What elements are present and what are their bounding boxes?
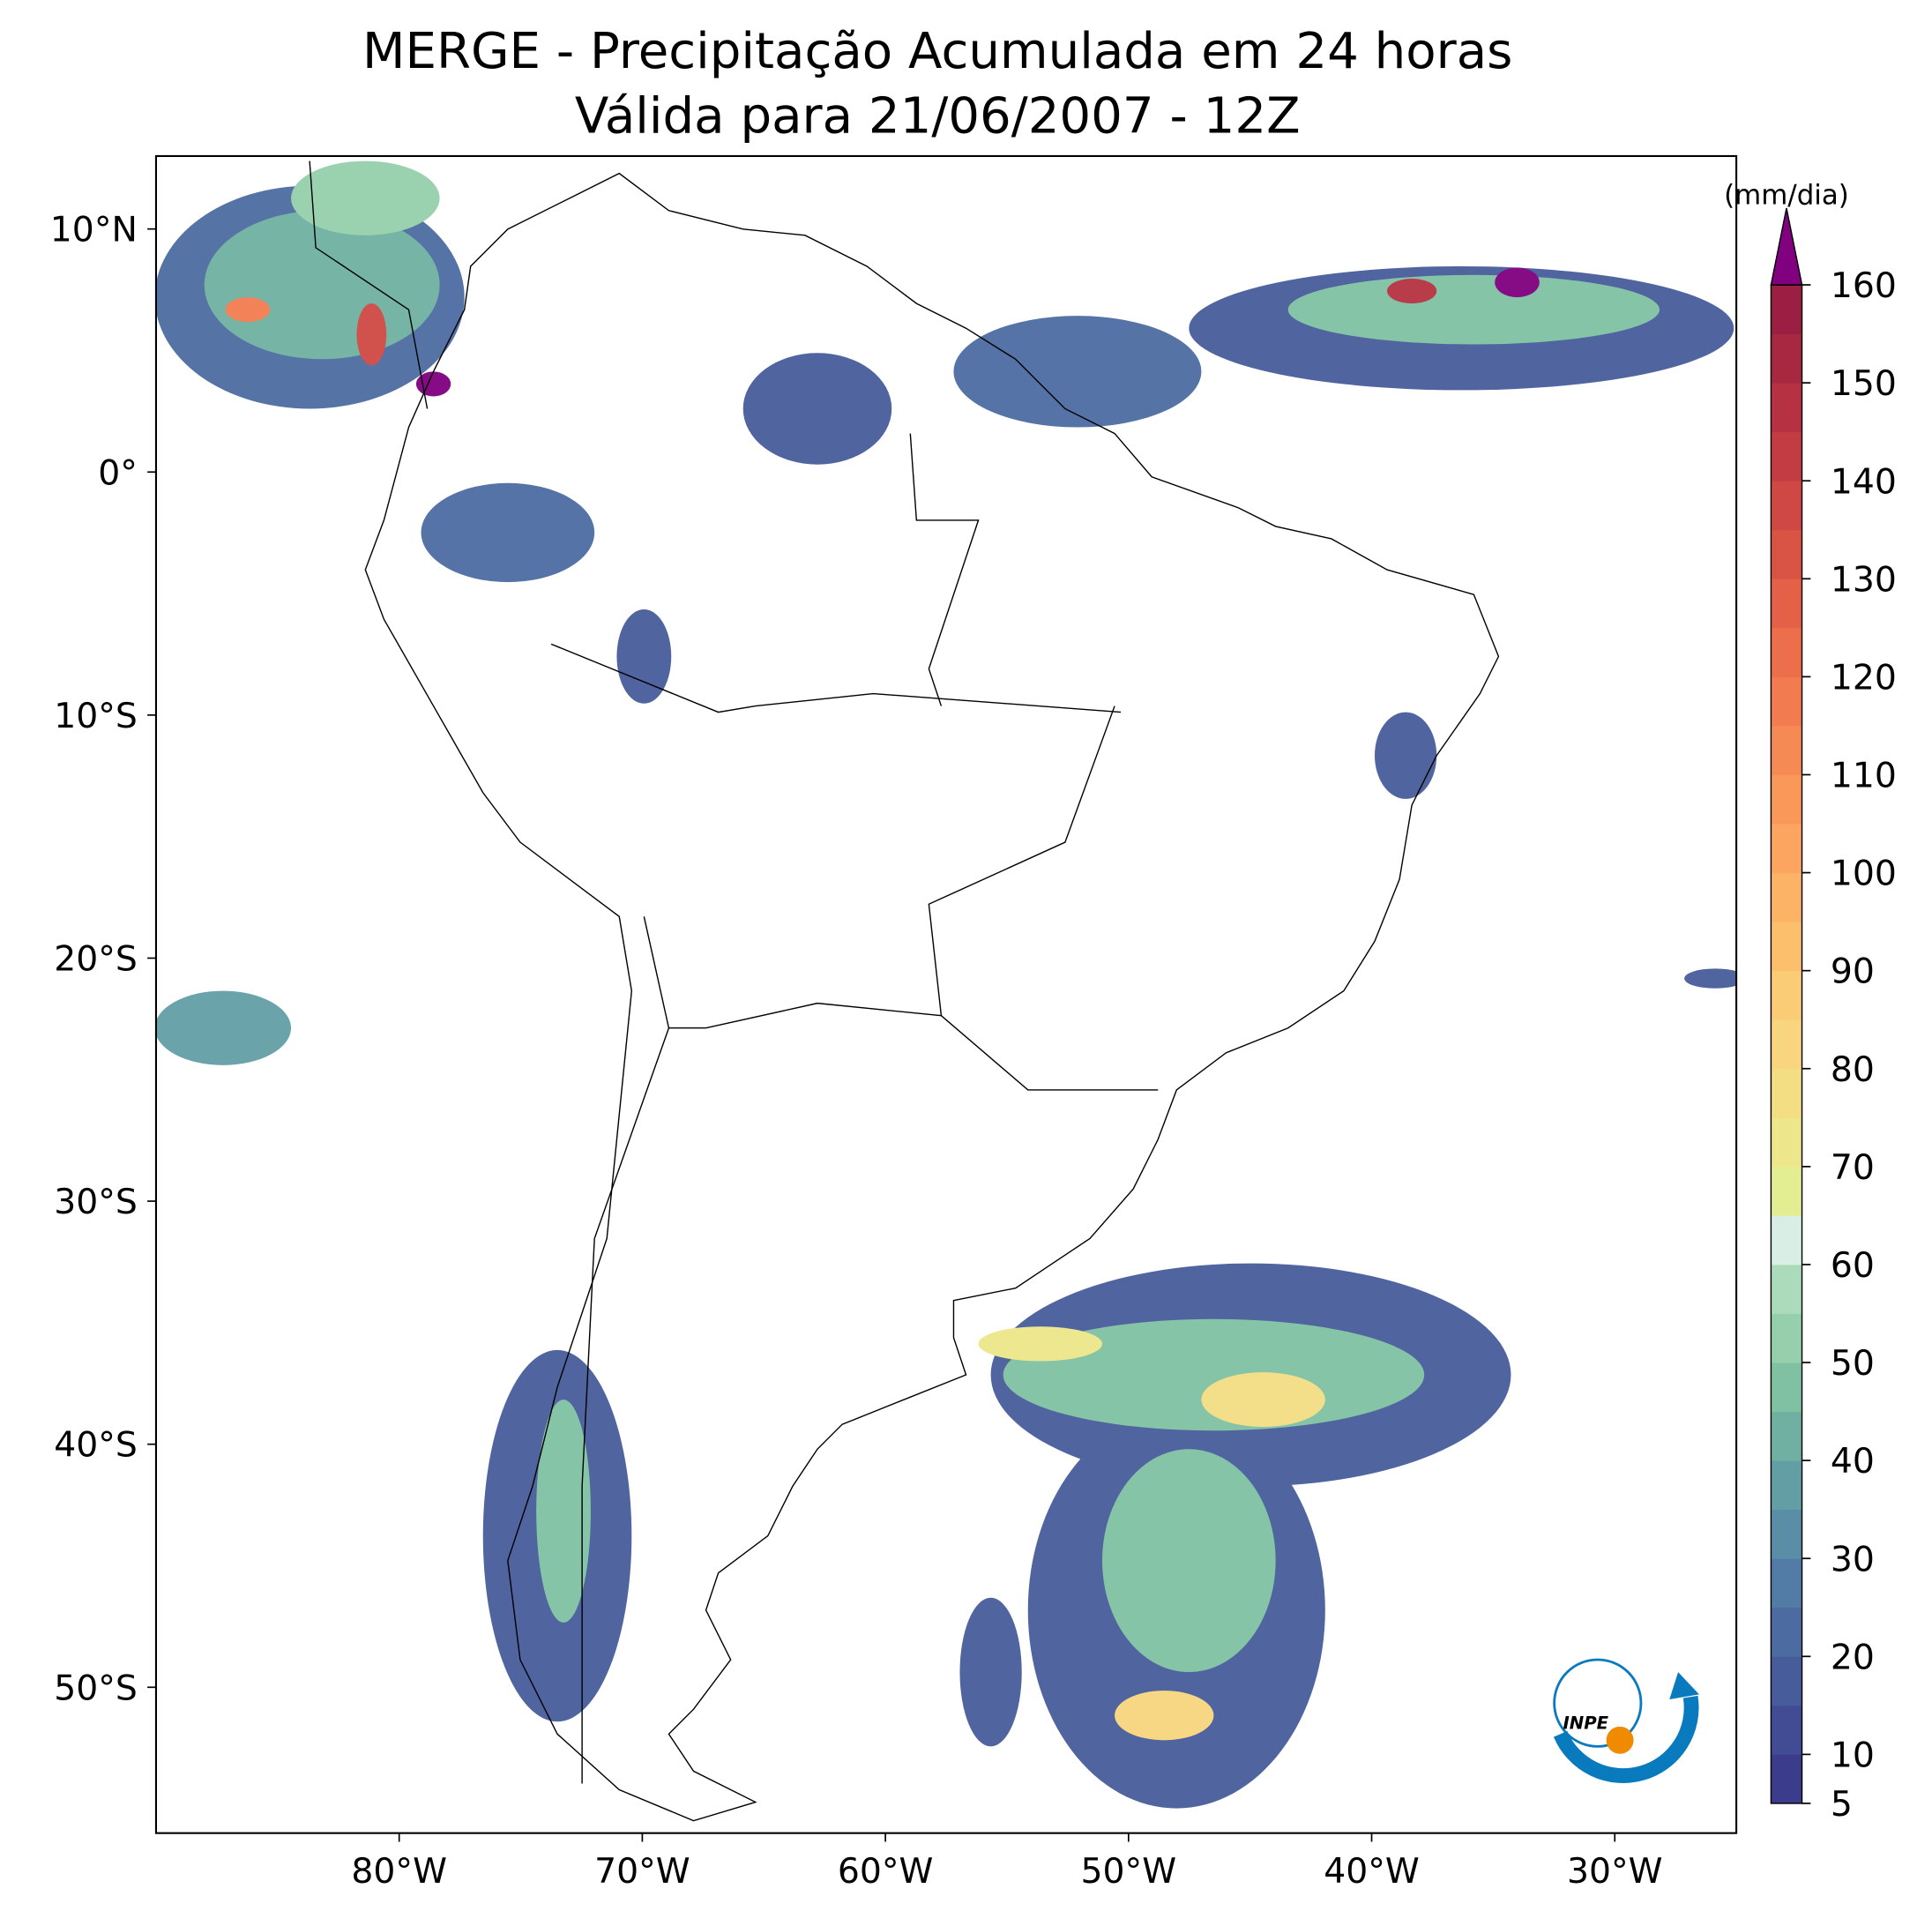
colorbar-tick-label: 70 xyxy=(1831,1148,1875,1188)
y-tick-label: 0° xyxy=(98,453,138,493)
colorbar-segment xyxy=(1771,1019,1802,1070)
y-tick-label: 20°S xyxy=(54,940,138,980)
coastline xyxy=(309,160,1500,1822)
y-tick-label: 10°N xyxy=(50,211,138,250)
colorbar-segment xyxy=(1771,333,1802,384)
map-area xyxy=(155,160,1737,1822)
x-tick-label: 30°W xyxy=(1567,1852,1663,1892)
colorbar-segment xyxy=(1771,480,1802,531)
x-tick-label: 70°W xyxy=(594,1852,690,1892)
colorbar-segment xyxy=(1771,774,1802,825)
y-tick-label: 30°S xyxy=(54,1183,138,1222)
x-tick-label: 50°W xyxy=(1081,1852,1177,1892)
colorbar-tick-label: 150 xyxy=(1831,364,1897,404)
colorbar-segment xyxy=(1771,431,1802,481)
colorbar-segment xyxy=(1771,872,1802,922)
colorbar-segment xyxy=(1771,676,1802,727)
colorbar-segment xyxy=(1771,1411,1802,1461)
colorbar-segment xyxy=(1771,1459,1802,1511)
y-tick-label: 40°S xyxy=(54,1426,138,1466)
colorbar-segment xyxy=(1771,1362,1802,1413)
colorbar-segment xyxy=(1771,1116,1802,1168)
title: MERGE - Precipitação Acumulada em 24 hor… xyxy=(362,23,1512,80)
colorbar-segment xyxy=(1771,970,1802,1020)
colorbar-tick-label: 100 xyxy=(1831,855,1897,894)
colorbar-segment xyxy=(1771,1607,1802,1657)
colorbar-segment xyxy=(1771,1509,1802,1559)
colorbar-segment xyxy=(1771,1068,1802,1118)
x-tick-label: 80°W xyxy=(351,1852,447,1892)
colorbar-segment xyxy=(1771,921,1802,972)
y-tick-label: 10°S xyxy=(54,697,138,736)
colorbar-frame xyxy=(1770,284,1803,1804)
colorbar-tick-label: 5 xyxy=(1831,1785,1853,1825)
colorbar-tick-label: 90 xyxy=(1831,952,1875,992)
colorbar-segment xyxy=(1771,578,1802,629)
y-tick-label: 50°S xyxy=(54,1668,138,1708)
colorbar-tick-label: 120 xyxy=(1831,658,1897,698)
colorbar-tick-label: 30 xyxy=(1831,1540,1875,1579)
subtitle: Válida para 21/06/2007 - 12Z xyxy=(575,87,1301,145)
colorbar-segment xyxy=(1771,1655,1802,1706)
colorbar-segment xyxy=(1771,1214,1802,1265)
colorbar-segment xyxy=(1771,1557,1802,1609)
colorbar-tick-label: 40 xyxy=(1831,1442,1875,1482)
colorbar-segment xyxy=(1771,1705,1802,1755)
colorbar-label: (mm/dia) xyxy=(1724,180,1849,212)
colorbar-segment xyxy=(1771,823,1802,874)
colorbar-segment xyxy=(1771,1166,1802,1216)
colorbar-segment xyxy=(1771,1264,1802,1314)
colorbar-tick-label: 140 xyxy=(1831,462,1897,502)
colorbar-segment xyxy=(1771,1313,1802,1363)
colorbar-tick-label: 130 xyxy=(1831,560,1897,600)
colorbar: 5 10 20 30 40 50 60 70 80 90 100 110 120 130 140 150 160… xyxy=(1724,180,1897,1825)
colorbar-segment xyxy=(1771,529,1802,579)
inpe-logo: INPE xyxy=(1553,1658,1699,1783)
colorbar-tick-label: 50 xyxy=(1831,1344,1875,1384)
colorbar-segment xyxy=(1771,382,1802,433)
colorbar-segment xyxy=(1771,627,1802,677)
colorbar-tick-label: 80 xyxy=(1831,1050,1875,1090)
figure-root: MERGE - Precipitação Acumulada em 24 hor… xyxy=(50,23,1897,1892)
x-tick-label: 60°W xyxy=(838,1852,934,1892)
colorbar-tick-label: 160 xyxy=(1831,266,1897,306)
colorbar-tick-label: 20 xyxy=(1831,1638,1875,1677)
colorbar-tick-label: 10 xyxy=(1831,1736,1875,1775)
x-tick-label: 40°W xyxy=(1324,1852,1420,1892)
colorbar-tick-label: 60 xyxy=(1831,1246,1875,1286)
map-frame xyxy=(154,154,1738,1834)
colorbar-segment xyxy=(1771,284,1802,335)
colorbar-extension xyxy=(1770,207,1803,286)
colorbar-segment xyxy=(1771,1753,1802,1804)
precipitation-field xyxy=(155,160,1737,1809)
svg-text:INPE: INPE xyxy=(1563,1713,1608,1734)
colorbar-tick-label: 110 xyxy=(1831,757,1897,796)
colorbar-segment xyxy=(1771,725,1802,775)
